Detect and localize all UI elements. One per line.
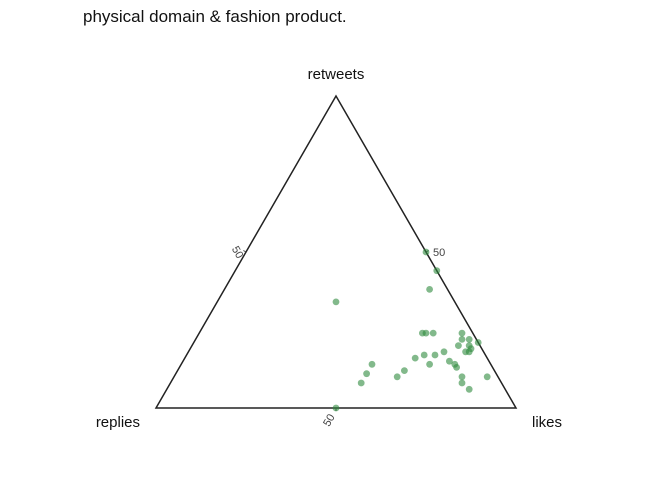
data-point	[458, 336, 466, 343]
data-point	[433, 267, 441, 275]
data-point	[458, 373, 466, 381]
axis-label-retweets: retweets	[308, 66, 365, 83]
data-point	[453, 364, 460, 371]
data-point	[332, 404, 340, 412]
data-point	[458, 379, 466, 387]
data-point	[483, 373, 491, 381]
data-point	[426, 286, 433, 293]
tick-label-retweets-axis: 50	[433, 247, 445, 259]
data-point	[332, 298, 340, 306]
data-point	[465, 385, 473, 393]
data-point	[401, 367, 408, 374]
data-point	[411, 354, 419, 362]
data-point	[393, 373, 401, 381]
data-point	[422, 329, 430, 337]
data-point	[455, 342, 462, 349]
triangle-frame	[154, 94, 518, 411]
axis-labels: retweets replies likes 50 50 50	[96, 66, 562, 431]
data-point	[426, 360, 433, 368]
data-point	[440, 348, 448, 356]
data-points	[332, 248, 491, 412]
data-point	[465, 336, 473, 343]
data-point	[363, 370, 370, 378]
data-point	[465, 348, 473, 356]
data-point	[446, 357, 453, 365]
tick-label-replies-axis: 50	[229, 244, 246, 261]
data-point	[431, 351, 439, 359]
axis-label-likes: likes	[532, 414, 562, 431]
tick-mark-left	[243, 250, 247, 253]
data-point	[422, 248, 430, 256]
data-point	[458, 329, 466, 337]
data-point	[474, 339, 482, 346]
tick-label-likes-axis: 50	[321, 412, 338, 429]
chart-title: physical domain & fashion product.	[83, 7, 347, 26]
triangle-border	[154, 94, 518, 409]
data-point	[429, 329, 437, 337]
data-point	[368, 360, 376, 368]
data-point	[420, 351, 428, 359]
data-point	[357, 379, 365, 387]
axis-label-replies: replies	[96, 414, 140, 431]
